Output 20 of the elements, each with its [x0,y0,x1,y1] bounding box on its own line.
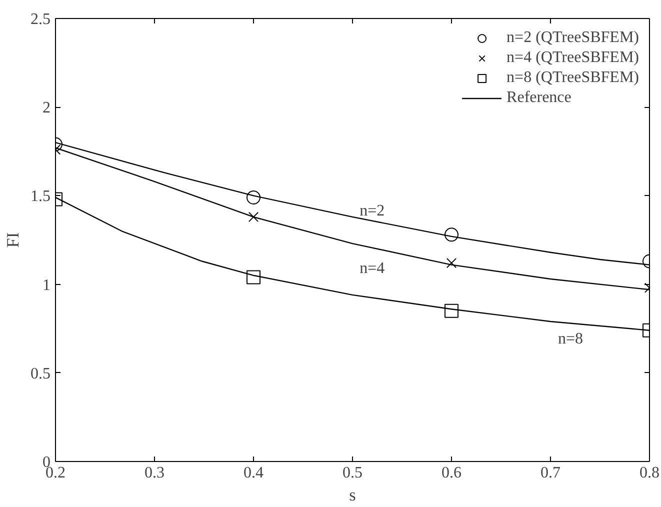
legend-label: n=8 (QTreeSBFEM) [506,69,639,87]
x-tick-label: 0.8 [640,464,660,482]
y-tick-label: 2.5 [30,11,50,28]
y-tick-label: 0.5 [30,365,50,382]
x-axis-title: s [349,486,356,504]
y-tick-label: 1.5 [30,188,50,206]
y-tick-label: 1 [42,276,50,294]
x-tick-label: 0.6 [442,464,462,482]
legend-label: n=2 (QTreeSBFEM) [506,29,639,47]
legend-label: Reference [506,89,572,107]
x-tick-label: 0.3 [144,464,164,482]
legend-label: n=4 (QTreeSBFEM) [506,49,639,67]
annotation: n=8 [558,330,584,348]
y-axis-title: FI [4,232,22,248]
annotation: n=4 [360,260,385,277]
annotation: n=2 [360,202,385,220]
x-tick-label: 0.4 [244,464,264,482]
y-tick-label: 2 [42,100,50,117]
x-tick-label: 0.7 [540,464,560,482]
x-tick-label: 0.5 [342,464,362,482]
